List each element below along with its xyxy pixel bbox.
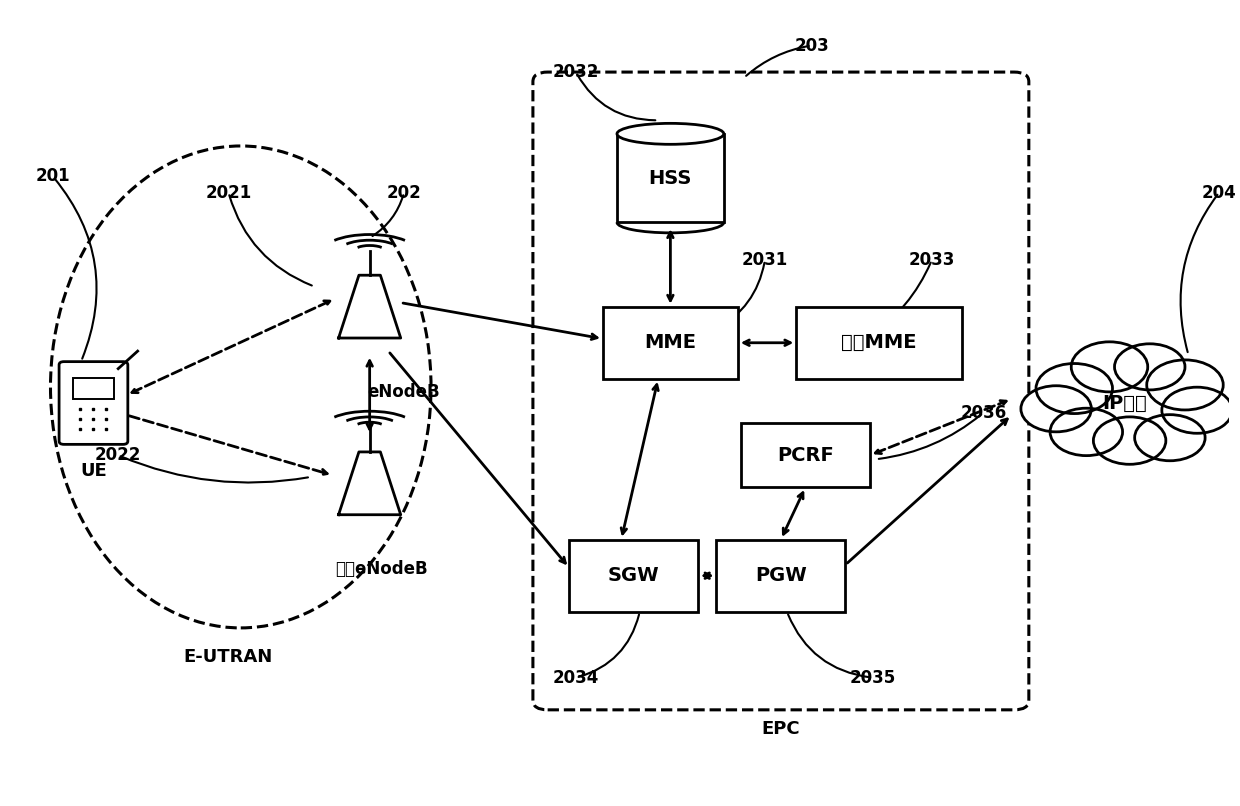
Text: EPC: EPC <box>761 721 800 738</box>
Text: HSS: HSS <box>649 168 692 188</box>
Text: PGW: PGW <box>755 566 807 585</box>
Text: 2036: 2036 <box>960 404 1007 422</box>
Text: SGW: SGW <box>608 566 660 585</box>
Circle shape <box>1035 364 1112 413</box>
Text: 202: 202 <box>387 184 422 202</box>
Text: 2022: 2022 <box>94 447 141 464</box>
Text: eNodeB: eNodeB <box>368 383 440 401</box>
Bar <box>742 423 870 488</box>
Bar <box>717 539 846 612</box>
Text: 2021: 2021 <box>206 184 252 202</box>
Text: PCRF: PCRF <box>777 446 833 465</box>
Text: 2033: 2033 <box>909 251 955 269</box>
Circle shape <box>1135 414 1205 461</box>
Circle shape <box>1115 344 1185 390</box>
Text: 201: 201 <box>36 168 71 185</box>
Ellipse shape <box>618 123 724 144</box>
Text: MME: MME <box>645 333 697 352</box>
Circle shape <box>1162 387 1233 434</box>
Text: 2032: 2032 <box>553 63 599 81</box>
Circle shape <box>1094 417 1166 464</box>
Text: E-UTRAN: E-UTRAN <box>184 648 273 666</box>
Bar <box>796 306 962 379</box>
Text: 其它MME: 其它MME <box>841 333 916 352</box>
Text: 2034: 2034 <box>553 669 599 687</box>
Bar <box>569 539 698 612</box>
Text: 203: 203 <box>794 36 828 55</box>
Circle shape <box>1147 360 1223 410</box>
Text: 其它eNodeB: 其它eNodeB <box>336 559 428 578</box>
Bar <box>603 306 738 379</box>
Circle shape <box>1021 386 1091 432</box>
Polygon shape <box>339 452 401 515</box>
Text: UE: UE <box>81 462 107 480</box>
Circle shape <box>1071 342 1148 392</box>
Polygon shape <box>339 275 401 338</box>
Circle shape <box>1050 408 1122 455</box>
FancyBboxPatch shape <box>60 362 128 444</box>
Text: 204: 204 <box>1202 184 1236 202</box>
Bar <box>73 378 114 399</box>
Text: IP业务: IP业务 <box>1102 393 1147 413</box>
Text: 2031: 2031 <box>742 251 789 269</box>
Bar <box>618 134 724 222</box>
Text: 2035: 2035 <box>849 669 897 687</box>
